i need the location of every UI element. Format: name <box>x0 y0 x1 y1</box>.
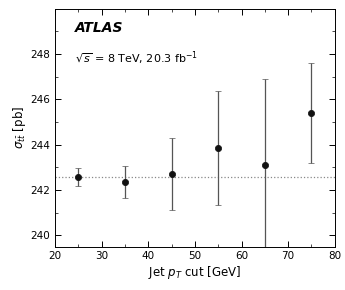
Text: $\sqrt{s}$ = 8 TeV, 20.3 fb$^{-1}$: $\sqrt{s}$ = 8 TeV, 20.3 fb$^{-1}$ <box>75 49 198 67</box>
Text: ATLAS: ATLAS <box>75 21 123 35</box>
Y-axis label: $\sigma_{t\bar{t}}$ [pb]: $\sigma_{t\bar{t}}$ [pb] <box>11 106 28 149</box>
X-axis label: Jet $p_T$ cut [GeV]: Jet $p_T$ cut [GeV] <box>148 264 242 281</box>
